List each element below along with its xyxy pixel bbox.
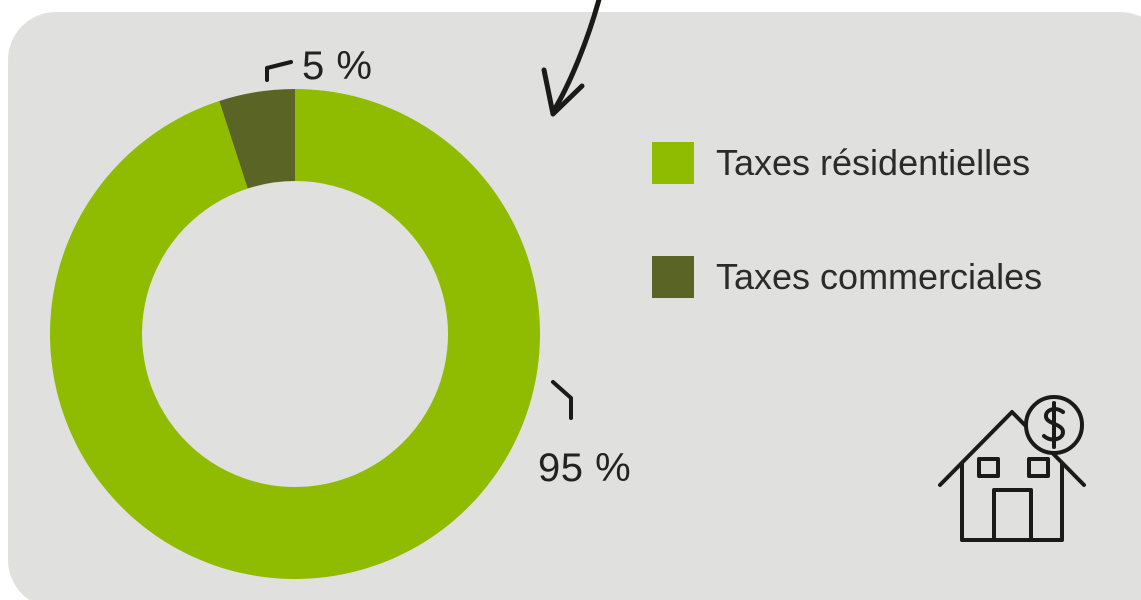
legend-label-commercial: Taxes commerciales [716,256,1043,297]
donut-slice-commercial [219,89,295,189]
donut-slice-residential [50,89,540,579]
data-label-residential: 95 % [538,446,632,490]
legend-item-residential: Taxes résidentielles [652,142,1042,184]
legend-label-residential: Taxes résidentielles [716,142,1031,183]
legend-swatch-commercial [652,256,694,298]
legend-item-commercial: Taxes commerciales [652,256,1042,298]
hand-drawn-arrow-icon [541,0,602,117]
legend-swatch-residential [652,142,694,184]
donut-slices [50,89,540,579]
legend: Taxes résidentielles Taxes commerciales [652,142,1042,370]
data-label-commercial: 5 % [302,44,373,88]
house-dollar-icon [938,395,1086,542]
leader-line-commercial [265,60,293,82]
leader-line-residential [551,380,573,420]
